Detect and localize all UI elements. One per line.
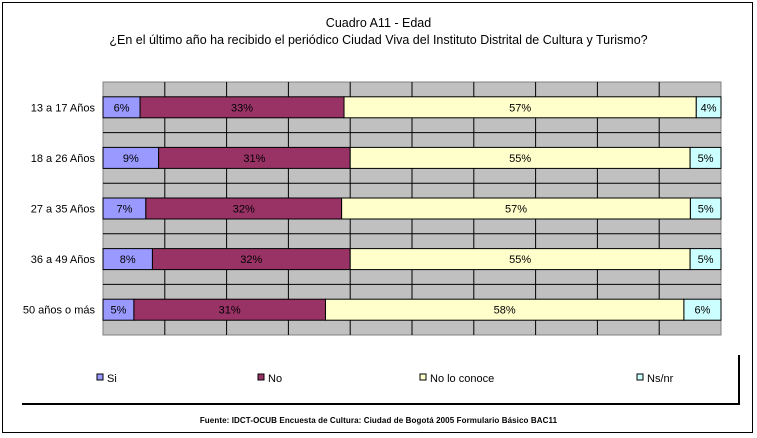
chart-frame [2,2,753,433]
data-label: 55% [509,254,531,266]
frame-shadow-bottom [22,403,740,405]
bar-segment [689,146,722,169]
data-label: 31% [219,305,241,317]
source-note: Fuente: IDCT-OCUB Encuesta de Cultura: C… [199,416,558,425]
legend-label: Ns/nr [647,373,674,385]
bar-segment [689,197,722,220]
data-label: 5% [110,305,126,317]
category-label: 18 a 26 Años [31,153,96,165]
chart-title: Cuadro A11 - Edad [325,16,432,30]
bar-segment [683,298,722,321]
data-label: 58% [494,305,516,317]
legend-swatch [96,373,104,381]
data-label: 7% [116,204,132,216]
data-label: 33% [231,102,253,114]
data-label: 31% [243,153,265,165]
data-label: 5% [698,153,714,165]
data-label: 5% [698,204,714,216]
legend-swatch [636,373,644,381]
legend-label: No lo conoce [430,373,494,385]
chart-subtitle: ¿En el último año ha recibido el periódi… [109,33,648,47]
data-label: 8% [120,254,136,266]
frame-shadow-right [738,355,740,405]
data-label: 9% [123,153,139,165]
category-label: 27 a 35 Años [31,204,96,216]
category-label: 50 años o más [23,305,96,317]
data-label: 6% [114,102,130,114]
data-label: 32% [233,204,255,216]
data-label: 5% [698,254,714,266]
data-label: 6% [695,305,711,317]
bar-segment [689,248,722,271]
data-label: 55% [509,153,531,165]
legend-label: Si [107,373,117,385]
data-label: 57% [509,102,531,114]
legend-swatch [419,373,427,381]
category-label: 36 a 49 Años [31,254,96,266]
data-label: 4% [701,102,717,114]
legend-swatch [257,373,265,381]
bar-segment [695,96,722,119]
data-label: 32% [240,254,262,266]
data-label: 57% [505,204,527,216]
legend-label: No [268,373,282,385]
category-label: 13 a 17 Años [31,102,96,114]
